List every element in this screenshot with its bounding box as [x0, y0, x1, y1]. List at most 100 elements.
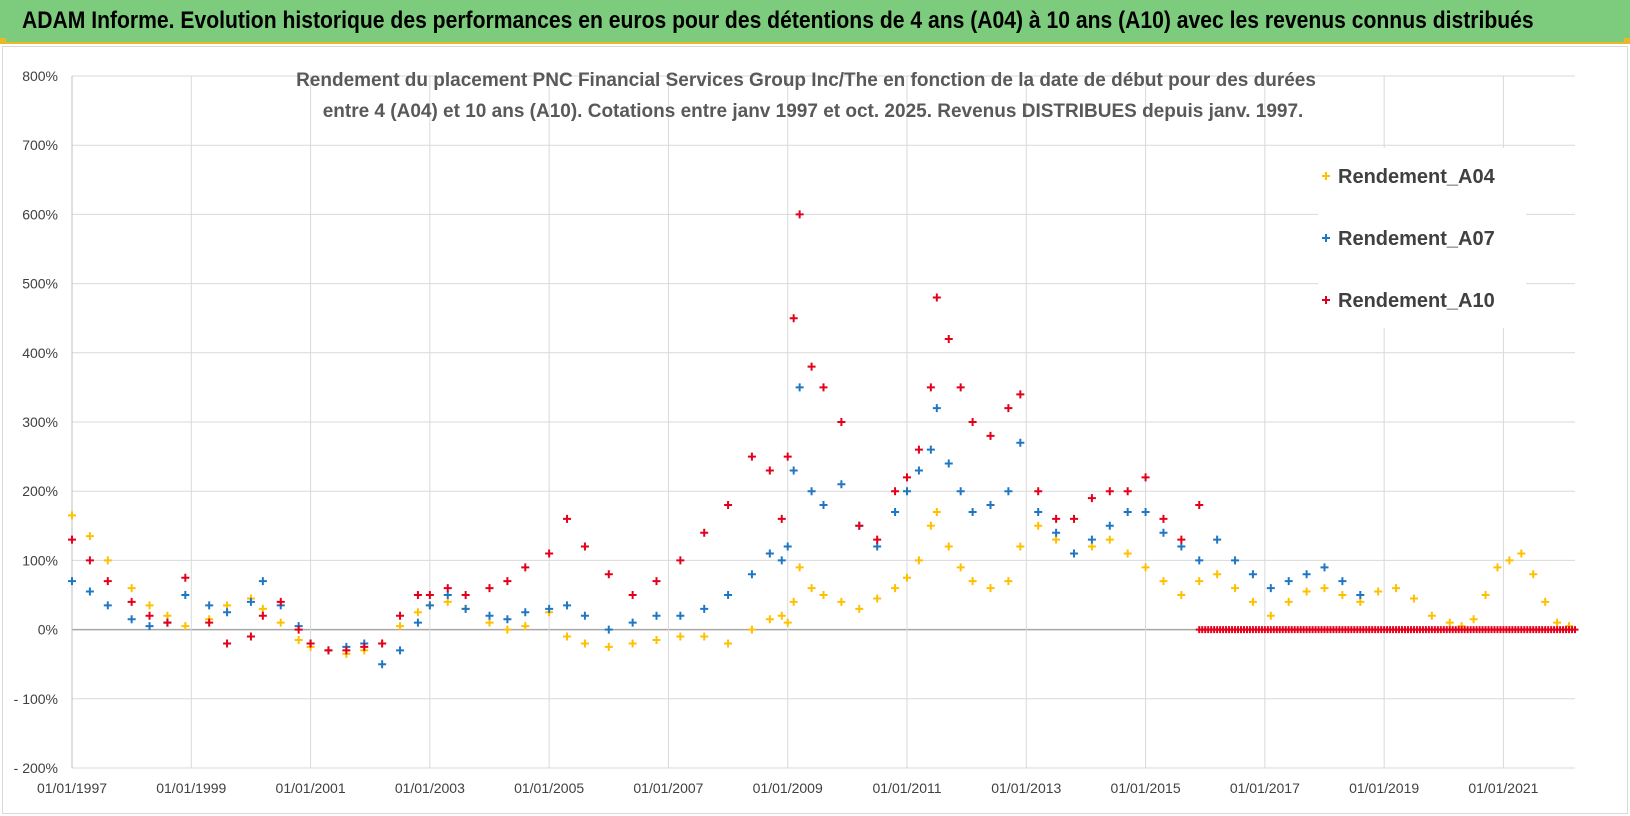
x-tick-label: 01/01/2001: [276, 780, 346, 796]
data-point: [1087, 494, 1096, 503]
data-point: [986, 501, 995, 510]
data-point: [676, 611, 685, 620]
x-tick-label: 01/01/2015: [1111, 780, 1181, 796]
data-point: [926, 383, 935, 392]
data-point: [1213, 570, 1222, 579]
data-point: [891, 584, 900, 593]
data-point: [783, 618, 792, 627]
data-point: [1231, 556, 1240, 565]
data-point: [396, 646, 405, 655]
legend-marker: [1322, 172, 1330, 180]
data-point: [1493, 563, 1502, 572]
data-point: [676, 632, 685, 641]
data-point: [1392, 584, 1401, 593]
data-point: [1141, 507, 1150, 516]
data-point: [926, 445, 935, 454]
data-point: [85, 532, 94, 541]
data-point: [891, 487, 900, 496]
data-point: [145, 622, 154, 631]
data-point: [1105, 535, 1114, 544]
zero-segment: [1195, 626, 1579, 634]
x-tick-label: 01/01/2013: [991, 780, 1061, 796]
data-point: [1070, 549, 1078, 558]
data-point: [765, 466, 774, 475]
data-point: [855, 604, 864, 613]
data-point: [276, 597, 285, 606]
data-point: [246, 597, 255, 606]
data-point: [1374, 587, 1383, 596]
y-tick-label: 800%: [22, 68, 58, 84]
report-title: ADAM Informe. Evolution historique des p…: [22, 7, 1534, 34]
series-Rendement_A04: [68, 507, 1574, 658]
data-point: [724, 639, 733, 648]
data-point: [956, 383, 965, 392]
data-point: [246, 632, 255, 641]
data-point: [747, 570, 756, 579]
data-point: [461, 591, 470, 599]
data-point: [294, 635, 303, 644]
x-tick-label: 01/01/2011: [872, 780, 941, 796]
data-point: [777, 611, 786, 620]
y-tick-label: - 100%: [14, 691, 58, 707]
data-point: [205, 601, 214, 610]
data-point: [604, 570, 613, 579]
data-point: [68, 577, 76, 586]
data-point: [1087, 535, 1096, 544]
data-point: [777, 514, 786, 523]
series-Rendement_A10: [68, 210, 1204, 655]
data-point: [628, 591, 637, 599]
y-tick-label: 500%: [22, 276, 58, 292]
x-axis-ticks: 01/01/1997 01/01/1999 01/01/2001 01/01/2003…: [37, 780, 1539, 796]
data-point: [1505, 556, 1514, 565]
data-point: [903, 487, 911, 496]
data-point: [873, 535, 882, 544]
x-tick-label: 01/01/1999: [156, 780, 226, 796]
corner-marker-top-right: [1624, 38, 1630, 44]
data-point: [652, 611, 661, 620]
data-point: [145, 611, 154, 620]
data-point: [795, 563, 804, 572]
data-point: [127, 584, 136, 593]
data-point: [324, 646, 333, 655]
data-point: [1302, 587, 1311, 596]
series-Rendement_A07: [68, 383, 1365, 669]
data-point: [163, 611, 172, 620]
data-point: [545, 549, 554, 558]
x-tick-label: 01/01/2009: [753, 780, 823, 796]
y-tick-label: 300%: [22, 414, 58, 430]
data-point: [1571, 626, 1579, 634]
y-tick-label: 200%: [22, 483, 58, 499]
data-point: [413, 608, 422, 617]
data-point: [580, 611, 589, 620]
legend-label: Rendement_A07: [1338, 228, 1495, 250]
x-tick-label: 01/01/2005: [514, 780, 584, 796]
data-point: [1195, 501, 1204, 510]
data-point: [521, 622, 530, 631]
data-point: [837, 480, 846, 489]
data-point: [783, 452, 792, 461]
data-point: [1177, 542, 1186, 551]
data-point: [378, 660, 387, 669]
data-point: [783, 542, 792, 551]
data-point: [807, 584, 816, 593]
data-point: [413, 591, 422, 599]
data-point: [1231, 584, 1240, 593]
data-point: [396, 622, 405, 631]
data-point: [396, 611, 405, 620]
data-point: [1248, 597, 1257, 606]
data-point: [1004, 577, 1013, 586]
data-point: [914, 556, 923, 565]
legend-marker: [1322, 234, 1330, 242]
data-point: [485, 618, 494, 627]
data-point: [765, 615, 774, 624]
y-tick-label: 600%: [22, 206, 58, 222]
data-point: [563, 514, 572, 523]
data-point: [1177, 535, 1186, 544]
x-tick-label: 01/01/2017: [1230, 780, 1300, 796]
data-point: [294, 625, 303, 634]
data-point: [628, 618, 637, 627]
data-point: [986, 431, 995, 440]
data-point: [652, 635, 661, 644]
y-axis-ticks: - 200% - 100% 0% 100% 200% 300% 400% 500% 600% 70…: [14, 68, 58, 776]
